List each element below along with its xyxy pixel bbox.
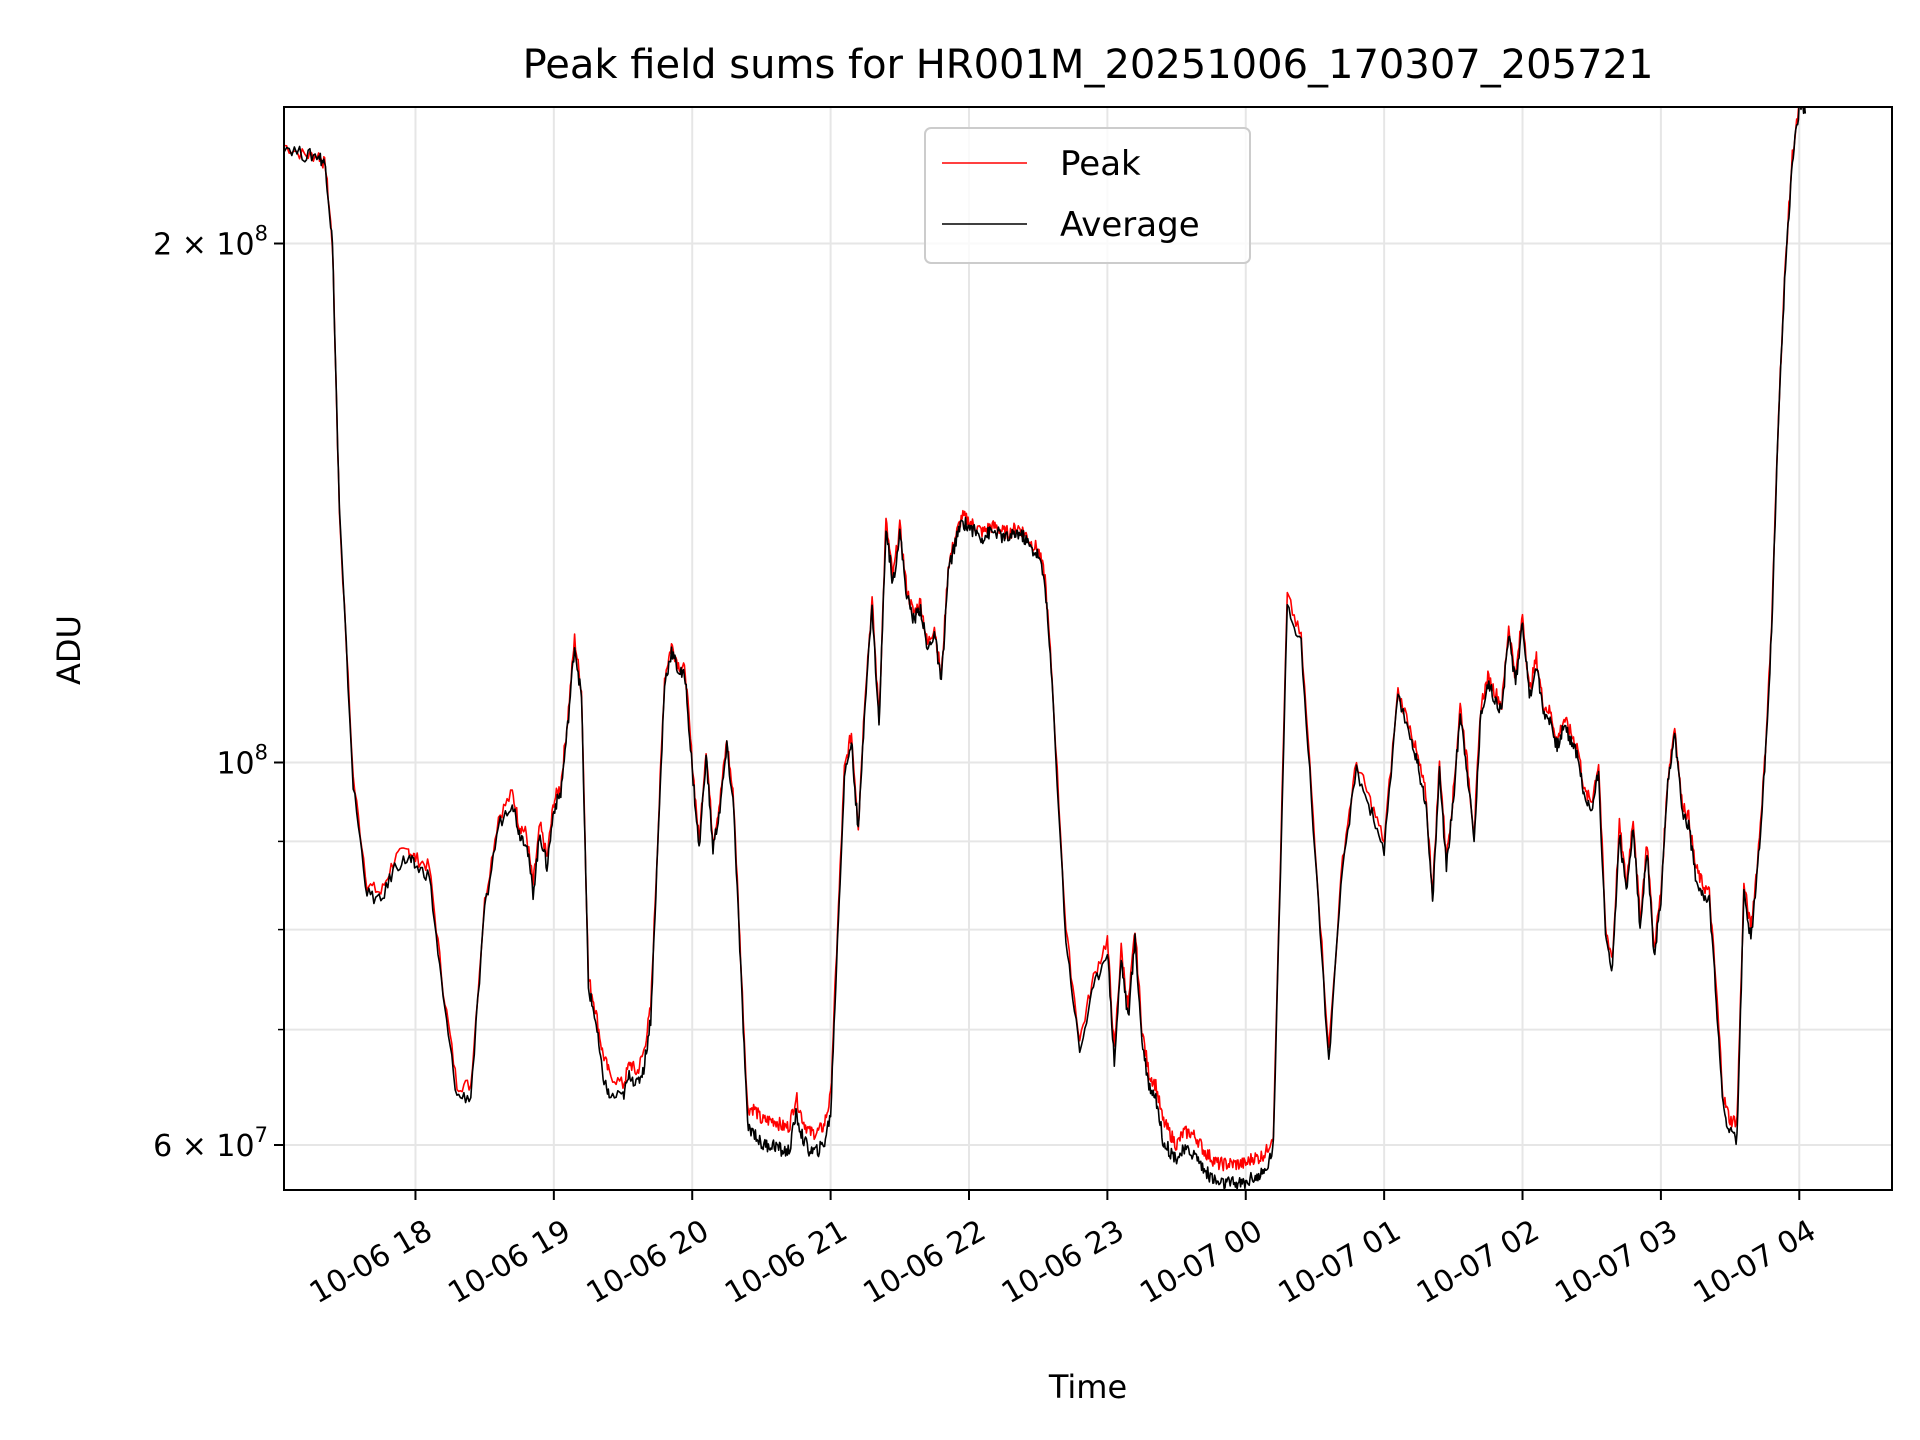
y-axis-title: ADU bbox=[50, 615, 88, 685]
series-layer bbox=[284, 107, 1807, 1190]
series-line-average bbox=[284, 107, 1807, 1190]
y-tick-label: 108 bbox=[216, 741, 268, 782]
legend: Peak Average bbox=[924, 127, 1251, 264]
plot-frame bbox=[283, 106, 1893, 1191]
legend-label-average: Average bbox=[1060, 205, 1200, 245]
chart-title: Peak field sums for HR001M_20251006_1703… bbox=[523, 42, 1654, 88]
legend-label-peak: Peak bbox=[1060, 144, 1141, 184]
x-axis-title: Time bbox=[1048, 1368, 1127, 1406]
y-tick-label: 2 × 108 bbox=[153, 222, 268, 263]
legend-box bbox=[924, 127, 1251, 264]
y-tick-label: 6 × 107 bbox=[153, 1123, 268, 1164]
